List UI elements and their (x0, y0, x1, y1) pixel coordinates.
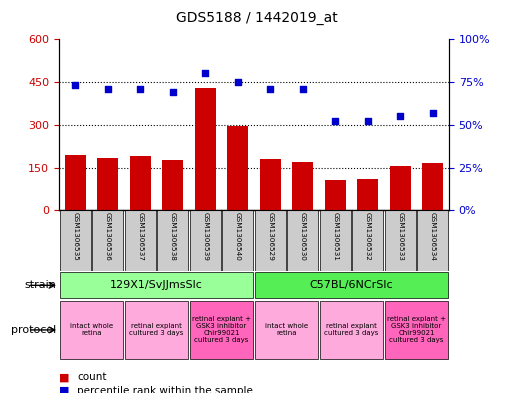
Point (136, 86, 144, 92)
Bar (385, 210, 416, 271)
Text: GSM1306532: GSM1306532 (365, 212, 371, 261)
Point (104, 86, 112, 92)
Bar (320, 301, 383, 359)
Text: count: count (77, 372, 107, 382)
Point (201, 70, 209, 77)
Bar (385, 301, 447, 359)
Point (169, 89, 177, 95)
Text: retinal explant +
GSK3 inhibitor
Chir99021
cultured 3 days: retinal explant + GSK3 inhibitor Chir990… (192, 316, 251, 343)
Bar (389, 166, 411, 210)
Text: GSM1306534: GSM1306534 (429, 212, 436, 261)
Bar (325, 180, 346, 210)
Bar (194, 88, 216, 210)
Bar (227, 126, 248, 210)
Bar (61, 301, 123, 359)
Bar (125, 210, 156, 271)
Text: ■: ■ (59, 372, 69, 382)
Bar (422, 163, 443, 210)
Text: C57BL/6NCrSlc: C57BL/6NCrSlc (309, 280, 393, 290)
Bar (97, 158, 119, 210)
Text: intact whole
retina: intact whole retina (265, 323, 308, 336)
Bar (357, 179, 378, 210)
Text: ■: ■ (59, 386, 69, 393)
Bar (417, 210, 448, 271)
Point (233, 79, 242, 85)
Bar (190, 210, 221, 271)
Bar (287, 210, 318, 271)
Point (428, 110, 437, 116)
Bar (260, 159, 281, 210)
Bar (130, 156, 151, 210)
Bar (92, 210, 123, 271)
Point (396, 113, 404, 119)
Bar (352, 210, 383, 271)
Bar (292, 162, 313, 210)
Text: GSM1306539: GSM1306539 (202, 212, 208, 261)
Bar (157, 210, 188, 271)
Point (299, 86, 307, 92)
Text: 129X1/SvJJmsSlc: 129X1/SvJJmsSlc (110, 280, 203, 290)
Text: protocol: protocol (11, 325, 56, 335)
Text: GSM1306536: GSM1306536 (105, 212, 111, 261)
Bar (222, 210, 253, 271)
Text: GSM1306535: GSM1306535 (72, 212, 78, 261)
Point (71, 82, 80, 88)
Text: GSM1306533: GSM1306533 (397, 212, 403, 261)
Text: GSM1306529: GSM1306529 (267, 212, 273, 261)
Bar (254, 210, 286, 271)
Bar (162, 160, 183, 210)
Text: GSM1306537: GSM1306537 (137, 212, 143, 261)
Text: GSM1306538: GSM1306538 (170, 212, 176, 261)
Point (364, 118, 372, 125)
Text: percentile rank within the sample: percentile rank within the sample (77, 386, 253, 393)
Bar (125, 301, 188, 359)
Text: GSM1306531: GSM1306531 (332, 212, 338, 261)
Bar (255, 272, 448, 298)
Text: retinal explant
cultured 3 days: retinal explant cultured 3 days (129, 323, 184, 336)
Bar (255, 301, 318, 359)
Text: GSM1306530: GSM1306530 (300, 212, 306, 261)
Text: retinal explant
cultured 3 days: retinal explant cultured 3 days (324, 323, 379, 336)
Text: GDS5188 / 1442019_at: GDS5188 / 1442019_at (175, 11, 338, 25)
Bar (65, 155, 86, 210)
Text: GSM1306540: GSM1306540 (234, 212, 241, 261)
Text: intact whole
retina: intact whole retina (70, 323, 113, 336)
Text: retinal explant +
GSK3 inhibitor
Chir99021
cultured 3 days: retinal explant + GSK3 inhibitor Chir990… (387, 316, 446, 343)
Text: strain: strain (25, 280, 56, 290)
Point (331, 118, 339, 125)
Bar (320, 210, 351, 271)
Point (266, 86, 274, 92)
Bar (190, 301, 252, 359)
Bar (60, 210, 91, 271)
Bar (60, 272, 253, 298)
